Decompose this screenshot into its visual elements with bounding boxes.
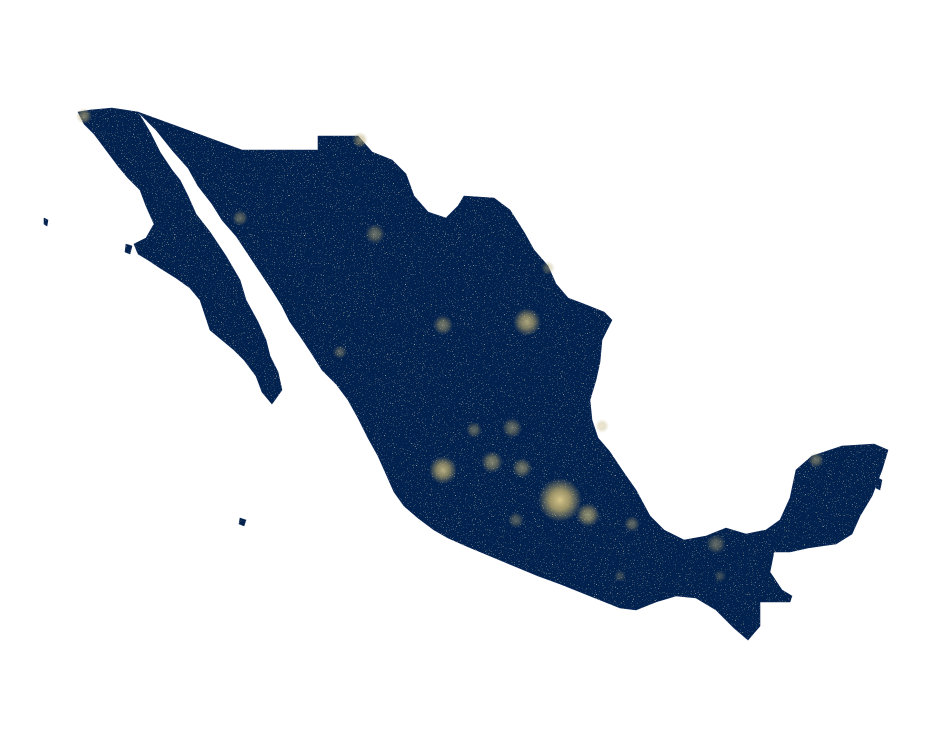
guadalajara-lights	[429, 456, 457, 484]
juarez-lights	[352, 132, 368, 148]
chihuahua-lights	[365, 224, 385, 244]
aguascalientes-lights	[466, 422, 482, 438]
villahermosa-lights	[706, 534, 726, 554]
puebla-lights	[576, 503, 600, 527]
veracruz-lights	[624, 516, 640, 532]
city-lights-layer	[76, 108, 824, 582]
mexico-city-lights	[538, 478, 582, 522]
torreon-lights	[433, 315, 453, 335]
queretaro-lights	[512, 458, 532, 478]
morelia-lights	[508, 512, 524, 528]
tijuana-lights	[76, 108, 92, 124]
tuxtla-lights	[714, 570, 726, 582]
san-luis-potosi-lights	[502, 418, 522, 438]
scattered-lights-layer	[43, 107, 889, 641]
oaxaca-lights	[614, 570, 626, 582]
culiacan-lights	[333, 345, 347, 359]
monterrey-lights	[513, 308, 541, 336]
leon-lights	[481, 451, 503, 473]
merida-lights	[808, 452, 824, 468]
hermosillo-lights	[232, 210, 248, 226]
tampico-lights	[595, 419, 609, 433]
reynosa-lights	[541, 261, 555, 275]
